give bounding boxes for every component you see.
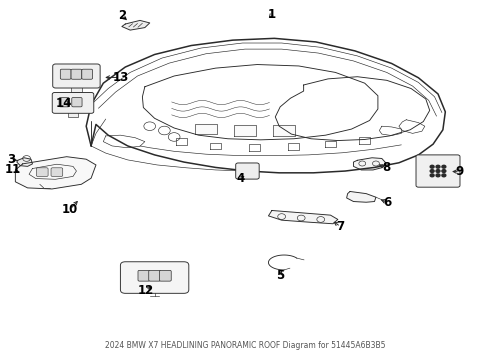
Circle shape	[430, 165, 434, 168]
Text: 3: 3	[7, 153, 16, 166]
Circle shape	[442, 170, 446, 172]
Bar	[68, 112, 78, 117]
Polygon shape	[353, 158, 386, 170]
FancyBboxPatch shape	[53, 64, 100, 88]
FancyBboxPatch shape	[149, 270, 160, 281]
Text: 2: 2	[118, 9, 126, 22]
Text: 4: 4	[236, 172, 244, 185]
FancyBboxPatch shape	[72, 98, 82, 107]
FancyBboxPatch shape	[138, 270, 150, 281]
Text: 13: 13	[112, 71, 128, 84]
Text: 14: 14	[56, 97, 73, 110]
FancyBboxPatch shape	[121, 262, 189, 293]
Text: 12: 12	[138, 284, 154, 297]
Text: 9: 9	[456, 165, 464, 178]
Text: 8: 8	[383, 161, 391, 174]
FancyBboxPatch shape	[60, 69, 71, 79]
Polygon shape	[17, 158, 32, 166]
Polygon shape	[346, 192, 376, 202]
Polygon shape	[269, 211, 338, 224]
FancyBboxPatch shape	[36, 168, 48, 176]
FancyBboxPatch shape	[236, 163, 259, 179]
Bar	[71, 86, 82, 92]
Polygon shape	[15, 157, 96, 189]
Circle shape	[430, 170, 434, 172]
Text: 5: 5	[276, 269, 284, 282]
Polygon shape	[122, 21, 150, 30]
FancyBboxPatch shape	[82, 69, 93, 79]
FancyBboxPatch shape	[71, 69, 82, 79]
Text: 2024 BMW X7 HEADLINING PANORAMIC ROOF Diagram for 51445A6B3B5: 2024 BMW X7 HEADLINING PANORAMIC ROOF Di…	[105, 341, 385, 350]
Circle shape	[430, 174, 434, 177]
Text: 11: 11	[5, 163, 21, 176]
Circle shape	[436, 174, 440, 177]
Polygon shape	[195, 124, 217, 134]
FancyBboxPatch shape	[416, 155, 460, 187]
FancyBboxPatch shape	[51, 168, 63, 176]
Polygon shape	[273, 126, 295, 135]
Circle shape	[442, 174, 446, 177]
Text: 1: 1	[268, 8, 276, 21]
FancyBboxPatch shape	[159, 270, 171, 281]
Text: 6: 6	[384, 196, 392, 209]
Circle shape	[442, 165, 446, 168]
Polygon shape	[234, 126, 256, 135]
Text: 10: 10	[62, 203, 78, 216]
Text: 7: 7	[337, 220, 345, 233]
FancyBboxPatch shape	[52, 93, 94, 113]
FancyBboxPatch shape	[59, 98, 70, 107]
Circle shape	[436, 170, 440, 172]
Circle shape	[436, 165, 440, 168]
